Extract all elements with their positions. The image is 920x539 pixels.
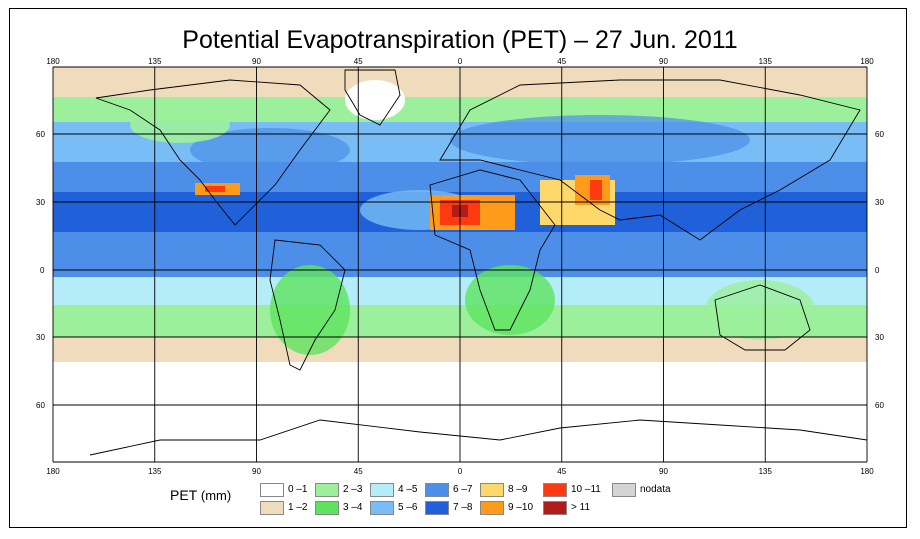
lon-label-bottom-7: 90 (659, 467, 668, 476)
outline-south-america (269, 239, 346, 371)
lon-label-top-7: 90 (659, 57, 668, 66)
legend-swatch (480, 483, 504, 497)
legend-swatch (425, 483, 449, 497)
lat-label-right-4: 30 (875, 333, 884, 342)
outline-australia (714, 284, 811, 351)
lat-label-right-5: 60 (875, 401, 884, 410)
lat-label-left-1: 60 (36, 130, 45, 139)
legend-title-text: PET (170, 487, 197, 503)
legend-label: 3 –4 (343, 502, 363, 513)
legend-swatch (480, 501, 504, 515)
legend-label: 6 –7 (453, 484, 473, 495)
legend-label: 7 –8 (453, 502, 473, 513)
legend-label: 10 –11 (571, 484, 601, 495)
lon-label-bottom-3: 90 (252, 467, 261, 476)
legend-label: 0 –1 (288, 484, 308, 495)
lon-label-bottom-1: 180 (46, 467, 60, 476)
graticule (52, 66, 868, 463)
outline-africa (429, 169, 556, 331)
region-greenland (345, 80, 405, 120)
lat-label-right-2: 30 (875, 198, 884, 207)
lat-label-left-4: 30 (36, 333, 45, 342)
legend-swatch (370, 501, 394, 515)
legend-swatch (315, 501, 339, 515)
lon-label-bottom-4: 45 (354, 467, 363, 476)
lat-label-right-1: 60 (875, 130, 884, 139)
legend-swatch (370, 483, 394, 497)
lon-label-top-3: 90 (252, 57, 261, 66)
lon-label-top-8: 135 (759, 57, 773, 66)
region-eurasia (450, 115, 750, 165)
legend-label: 5 –6 (398, 502, 418, 513)
lon-label-bottom-9: 180 (860, 467, 874, 476)
lon-label-bottom-2: 135 (148, 467, 162, 476)
lat-label-left-2: 30 (36, 198, 45, 207)
legend-label: nodata (640, 484, 671, 495)
lon-label-top-5: 0 (458, 57, 463, 66)
lat-label-right-3: 0 (875, 266, 880, 275)
legend-label: > 11 (571, 502, 590, 513)
lon-label-bottom-6: 45 (557, 467, 566, 476)
lon-label-top-2: 135 (148, 57, 162, 66)
legend-label: 1 –2 (288, 502, 308, 513)
legend-swatch (260, 483, 284, 497)
legend-swatch (543, 501, 567, 515)
lon-label-top-6: 45 (557, 57, 566, 66)
hotspot-sw-usa-core (205, 186, 225, 192)
outline-greenland (344, 69, 401, 126)
region-australia (705, 280, 815, 340)
legend-swatch (425, 501, 449, 515)
legend-swatch (612, 483, 636, 497)
region-southern-africa (465, 265, 555, 335)
legend-swatch (260, 501, 284, 515)
lat-label-left-5: 60 (36, 401, 45, 410)
coastlines (89, 69, 868, 456)
hotspot-iran-core (590, 180, 602, 200)
lon-label-top-9: 180 (860, 57, 874, 66)
legend-label: 9 –10 (508, 502, 534, 513)
map-title: Potential Evapotranspiration (PET) – 27 … (182, 26, 738, 54)
legend-label: 8 –9 (508, 484, 528, 495)
lon-label-bottom-5: 0 (458, 467, 463, 476)
legend-title: PET (mm) (170, 487, 231, 503)
legend-label: 4 –5 (398, 484, 418, 495)
legend-swatch (543, 483, 567, 497)
region-north-america (190, 128, 350, 172)
lon-label-bottom-8: 135 (759, 467, 773, 476)
region-north-pacific (130, 107, 230, 143)
legend-swatch (315, 483, 339, 497)
outline-antarctica (89, 419, 868, 456)
figure-frame (9, 8, 907, 528)
legend-unit: (mm) (200, 488, 232, 503)
region-south-america (270, 265, 350, 355)
legend-label: 2 –3 (343, 484, 363, 495)
outline-eurasia (439, 79, 861, 241)
lon-label-top-1: 180 (46, 57, 60, 66)
lat-label-left-3: 0 (40, 266, 45, 275)
lon-label-top-4: 45 (354, 57, 363, 66)
outline-north-america (95, 79, 331, 226)
